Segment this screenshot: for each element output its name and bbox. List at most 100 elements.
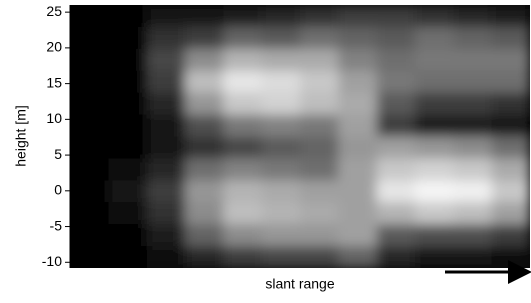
y-tick-label: 0 (54, 182, 62, 198)
heatmap-cell (147, 93, 186, 115)
heatmap-cell (300, 202, 339, 224)
y-tick-label: 10 (46, 110, 62, 126)
heatmap-cell (300, 27, 339, 49)
heatmap-cell (338, 224, 377, 246)
heatmap-cell (70, 93, 109, 115)
heatmap-cell (185, 158, 224, 180)
heatmap-cell (453, 5, 492, 27)
heatmap-cell (147, 158, 186, 180)
heatmap-cell (185, 246, 224, 268)
y-tick-label: -10 (42, 253, 62, 269)
heatmap-cell (70, 49, 109, 71)
heatmap-cell (223, 158, 262, 180)
heatmap-cell (147, 202, 186, 224)
heatmap-cell (415, 27, 454, 49)
heatmap-cell (377, 115, 416, 137)
heatmap-cell (108, 224, 147, 246)
heatmap-cell (223, 5, 262, 27)
heatmap-cell (492, 246, 531, 268)
heatmap-cell (415, 246, 454, 268)
heatmap-cell (415, 93, 454, 115)
heatmap-cell (70, 71, 109, 93)
heatmap-cell (300, 115, 339, 137)
heatmap-cell (492, 224, 531, 246)
heatmap-cell (223, 180, 262, 202)
heatmap-cell (377, 246, 416, 268)
heatmap-cell (147, 71, 186, 93)
heatmap (70, 5, 531, 269)
heatmap-cell (108, 5, 147, 27)
heatmap-cell (108, 246, 147, 268)
heatmap-cell (147, 115, 186, 137)
heatmap-cell (377, 49, 416, 71)
heatmap-cell (70, 158, 109, 180)
heatmap-cell (147, 5, 186, 27)
heatmap-cell (492, 115, 531, 137)
heatmap-cell (262, 5, 301, 27)
heatmap-cell (377, 137, 416, 159)
heatmap-cell (108, 158, 147, 180)
heatmap-cell (492, 202, 531, 224)
heatmap-cell (223, 49, 262, 71)
heatmap-cell (70, 137, 109, 159)
heatmap-cell (453, 71, 492, 93)
heatmap-cell (338, 137, 377, 159)
heatmap-cell (338, 158, 377, 180)
heatmap-cell (492, 137, 531, 159)
heatmap-cell (223, 71, 262, 93)
heatmap-cell (415, 115, 454, 137)
heatmap-cell (415, 202, 454, 224)
heatmap-cell (108, 27, 147, 49)
heatmap-cell (300, 246, 339, 268)
heatmap-cell (338, 202, 377, 224)
heatmap-cell (415, 137, 454, 159)
heatmap-cell (185, 5, 224, 27)
heatmap-cell (262, 224, 301, 246)
heatmap-cell (108, 71, 147, 93)
heatmap-cell (223, 202, 262, 224)
heatmap-cell (338, 115, 377, 137)
y-tick-label: 20 (46, 39, 62, 55)
heatmap-cell (453, 224, 492, 246)
heatmap-cell (377, 27, 416, 49)
heatmap-cell (415, 49, 454, 71)
heatmap-cell (185, 93, 224, 115)
chart: height [m] slant range -10-50510152025 (0, 0, 531, 298)
heatmap-cell (453, 137, 492, 159)
heatmap-cell (262, 49, 301, 71)
heatmap-cell (453, 49, 492, 71)
heatmap-cell (70, 246, 109, 268)
heatmap-cell (70, 115, 109, 137)
heatmap-cell (262, 246, 301, 268)
heatmap-cell (492, 180, 531, 202)
heatmap-cell (300, 71, 339, 93)
heatmap-cell (453, 115, 492, 137)
heatmap-cell (492, 5, 531, 27)
heatmap-cell (415, 71, 454, 93)
heatmap-cell (185, 202, 224, 224)
heatmap-cell (262, 27, 301, 49)
heatmap-cell (262, 158, 301, 180)
heatmap-cell (108, 115, 147, 137)
heatmap-cell (185, 27, 224, 49)
heatmap-cell (108, 137, 147, 159)
heatmap-cell (185, 137, 224, 159)
heatmap-cell (453, 158, 492, 180)
heatmap-cell (262, 71, 301, 93)
heatmap-cell (147, 49, 186, 71)
heatmap-cell (300, 137, 339, 159)
heatmap-cell (223, 27, 262, 49)
heatmap-cell (70, 27, 109, 49)
heatmap-cell (70, 202, 109, 224)
heatmap-cell (338, 93, 377, 115)
heatmap-cell (492, 71, 531, 93)
heatmap-cell (185, 224, 224, 246)
heatmap-cell (338, 5, 377, 27)
heatmap-cell (223, 137, 262, 159)
heatmap-cell (262, 180, 301, 202)
heatmap-cell (108, 93, 147, 115)
heatmap-cell (262, 115, 301, 137)
heatmap-cell (262, 137, 301, 159)
heatmap-cell (300, 5, 339, 27)
heatmap-cell (377, 180, 416, 202)
